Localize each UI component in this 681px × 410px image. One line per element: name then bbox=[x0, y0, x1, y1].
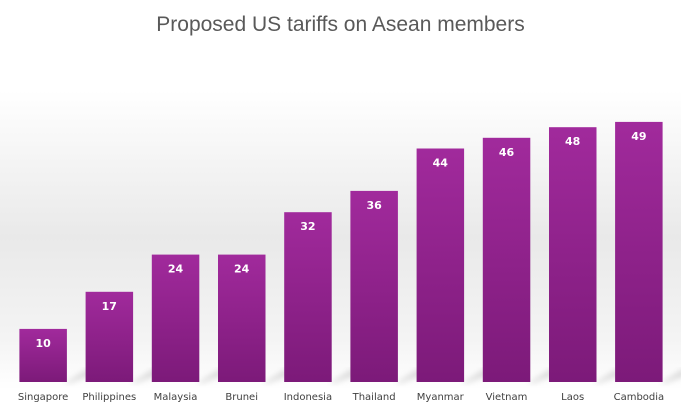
bar-singapore bbox=[19, 328, 67, 382]
bar-malaysia bbox=[151, 254, 200, 382]
bar-shadow-cambodia bbox=[662, 370, 681, 384]
data-label-malaysia: 24 bbox=[168, 263, 184, 276]
bar-shadow-indonesia bbox=[331, 368, 354, 384]
x-tick-label-laos: Laos bbox=[561, 392, 584, 403]
bars-group bbox=[19, 121, 663, 383]
data-label-singapore: 10 bbox=[35, 337, 51, 350]
bar-thailand bbox=[350, 190, 398, 382]
bar-shadow-laos bbox=[596, 368, 619, 384]
data-label-cambodia: 49 bbox=[631, 130, 646, 143]
data-label-vietnam: 46 bbox=[499, 146, 515, 159]
bar-brunei bbox=[218, 254, 266, 382]
bar-shadow-brunei bbox=[265, 368, 288, 384]
data-labels-group: 10 17 24 24 32 36 44 46 48 49 bbox=[35, 130, 646, 350]
data-label-laos: 48 bbox=[565, 135, 580, 148]
bar-myanmar bbox=[416, 148, 465, 382]
x-tick-label-philippines: Philippines bbox=[82, 392, 136, 403]
bar-cambodia bbox=[615, 121, 663, 383]
x-tick-label-brunei: Brunei bbox=[225, 392, 258, 403]
bar-shadow-thailand bbox=[397, 368, 420, 384]
data-label-brunei: 24 bbox=[234, 263, 250, 276]
bar-shadows bbox=[66, 368, 681, 384]
bar-indonesia bbox=[284, 212, 332, 382]
data-label-philippines: 17 bbox=[102, 300, 117, 313]
bar-laos bbox=[549, 127, 597, 382]
data-label-myanmar: 44 bbox=[433, 157, 449, 170]
bar-vietnam bbox=[482, 137, 531, 382]
data-label-thailand: 36 bbox=[366, 199, 382, 212]
data-label-indonesia: 32 bbox=[300, 220, 315, 233]
chart-title: Proposed US tariffs on Asean members bbox=[156, 13, 524, 36]
x-tick-label-singapore: Singapore bbox=[18, 392, 68, 403]
bar-shadow-singapore bbox=[66, 368, 89, 384]
x-tick-label-indonesia: Indonesia bbox=[284, 392, 332, 403]
bar-shadow-malaysia bbox=[199, 368, 222, 384]
x-tick-label-vietnam: Vietnam bbox=[486, 392, 528, 403]
x-tick-label-cambodia: Cambodia bbox=[614, 392, 665, 403]
bar-shadow-vietnam bbox=[530, 368, 553, 384]
x-tick-label-malaysia: Malaysia bbox=[154, 392, 198, 403]
bar-philippines bbox=[85, 291, 134, 382]
bar-shadow-myanmar bbox=[464, 368, 487, 384]
x-axis-tick-labels: Singapore Philippines Malaysia Brunei Indone… bbox=[18, 392, 664, 403]
x-tick-label-myanmar: Myanmar bbox=[417, 392, 465, 403]
bar-shadow-philippines bbox=[133, 368, 156, 384]
x-tick-label-thailand: Thailand bbox=[352, 392, 396, 403]
